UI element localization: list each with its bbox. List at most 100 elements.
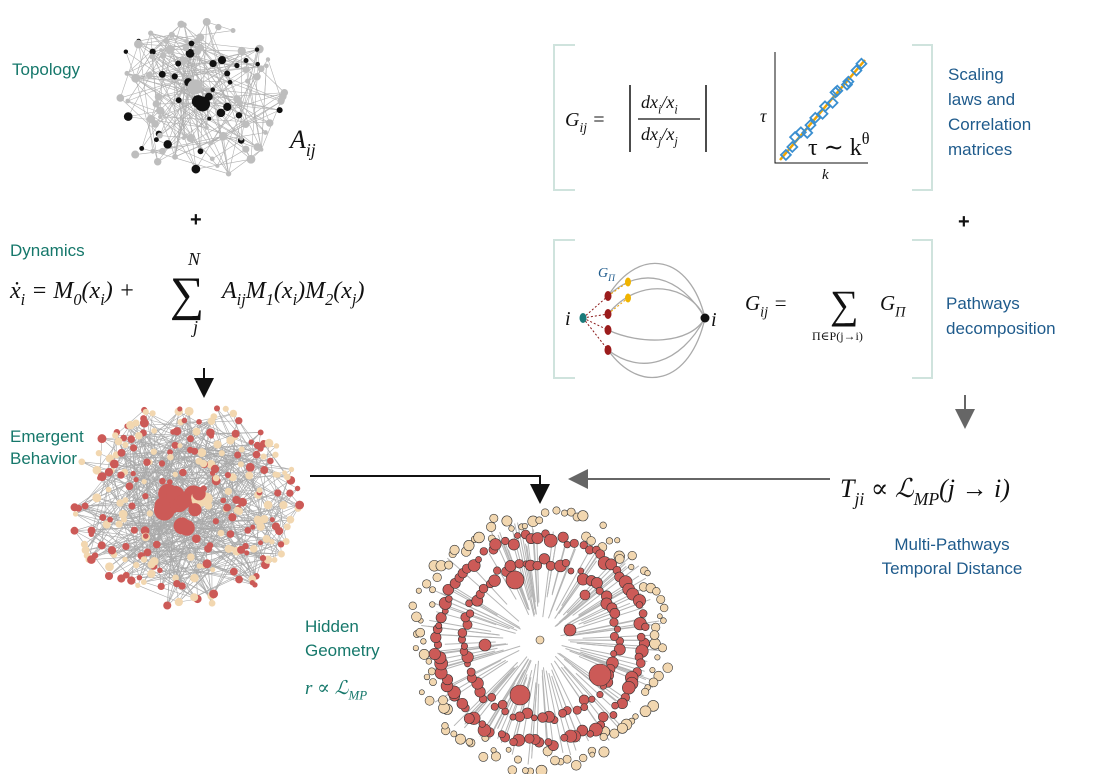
node	[203, 18, 211, 26]
node	[612, 702, 619, 709]
node	[561, 734, 568, 741]
node	[187, 435, 194, 442]
hidden-geometry-network	[409, 507, 673, 774]
node	[143, 533, 149, 539]
math-part: ) +	[103, 278, 135, 304]
math-part: (x	[274, 278, 293, 304]
node	[450, 545, 459, 554]
node	[182, 136, 186, 140]
node	[141, 556, 147, 562]
numerator: dxi/xi	[641, 92, 678, 116]
math-part: G	[598, 266, 608, 281]
node	[409, 602, 417, 610]
pathway-curves	[608, 263, 705, 377]
node	[281, 89, 288, 96]
node	[611, 651, 617, 657]
node	[231, 28, 236, 33]
node	[197, 448, 206, 457]
node	[122, 442, 128, 448]
node	[488, 693, 496, 701]
node	[232, 496, 240, 504]
node	[639, 610, 647, 618]
node	[155, 93, 163, 101]
node	[225, 488, 232, 495]
node	[544, 534, 557, 547]
node	[149, 54, 155, 60]
node	[491, 748, 496, 753]
edge	[196, 159, 251, 169]
node	[467, 668, 475, 676]
node	[422, 580, 430, 588]
math-part: )M	[295, 278, 327, 304]
node	[234, 507, 241, 514]
node	[490, 514, 498, 522]
node	[137, 575, 142, 580]
sum-upper: N	[187, 249, 201, 269]
math-part: θ	[862, 129, 870, 148]
node	[207, 542, 214, 549]
node	[580, 590, 590, 600]
node	[561, 510, 567, 516]
math-part: 1	[266, 290, 274, 309]
node	[615, 554, 624, 563]
node	[174, 517, 191, 534]
node	[653, 587, 661, 595]
node	[451, 731, 457, 737]
math-part: G	[745, 291, 760, 315]
node	[125, 99, 130, 104]
node	[159, 48, 163, 52]
sum-lower: j	[191, 317, 198, 337]
node	[599, 747, 609, 757]
node	[237, 100, 243, 106]
math-part: (j → i)	[939, 474, 1010, 503]
node	[600, 522, 607, 529]
node	[210, 567, 215, 572]
plus: +	[190, 209, 202, 231]
node	[263, 130, 268, 135]
node	[286, 490, 293, 497]
node	[274, 443, 279, 448]
node	[551, 756, 560, 765]
node	[207, 117, 211, 121]
node	[663, 663, 673, 673]
node	[249, 439, 255, 445]
node	[132, 419, 139, 426]
node	[657, 614, 662, 619]
node	[426, 658, 432, 664]
node	[424, 674, 430, 680]
node	[587, 537, 596, 546]
node	[506, 747, 511, 752]
node	[701, 314, 710, 323]
node	[123, 497, 129, 503]
node	[192, 534, 201, 543]
node	[185, 407, 194, 416]
math-part: A	[288, 125, 306, 154]
node	[118, 449, 126, 457]
node	[660, 604, 668, 612]
node	[154, 137, 159, 142]
node	[192, 165, 201, 174]
node	[106, 487, 112, 493]
edge	[127, 55, 163, 73]
node	[213, 475, 220, 482]
math-part: 2	[325, 290, 333, 309]
node	[615, 538, 620, 543]
node	[92, 493, 101, 502]
node	[525, 734, 534, 743]
node	[232, 430, 240, 438]
node	[546, 561, 555, 570]
node	[445, 561, 453, 569]
node	[141, 479, 146, 484]
node	[173, 427, 181, 435]
topology-network	[116, 18, 288, 177]
node	[466, 610, 474, 618]
node	[506, 571, 524, 589]
node	[210, 87, 215, 92]
node	[115, 521, 122, 528]
node	[558, 532, 568, 542]
math-part: )	[354, 278, 364, 304]
node	[124, 112, 133, 121]
node	[270, 517, 275, 522]
node	[210, 470, 215, 475]
node	[210, 156, 215, 161]
